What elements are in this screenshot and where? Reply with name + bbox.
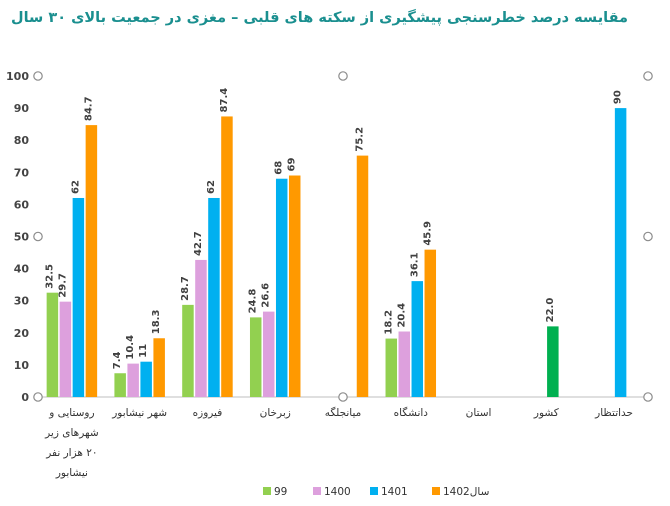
bar [614,108,627,397]
legend-swatch [432,487,440,495]
legend-swatch [370,487,378,495]
data-label: 62 [70,180,81,194]
data-label: 11 [138,344,149,358]
y-tick-label: 40 [14,263,30,276]
data-label: 90 [613,90,624,104]
x-category-label: میانجلگه [325,406,362,419]
data-label: 24.8 [248,289,259,314]
y-tick-label: 60 [14,198,30,211]
data-label: 26.6 [261,283,272,308]
y-tick-label: 20 [14,327,30,340]
bar [46,292,59,397]
data-label: 68 [274,161,285,175]
data-label: 75.2 [355,127,366,152]
bar [153,338,165,397]
bar [547,326,559,397]
data-label: 29.7 [57,273,68,298]
x-category-label: دانشگاه [394,406,429,419]
bar [262,311,275,397]
data-label: 45.9 [422,221,433,246]
data-label: 20.4 [396,303,407,328]
bar [72,197,85,397]
y-tick-label: 100 [6,70,29,83]
bar [195,259,207,397]
bar [182,304,194,397]
bar [249,317,262,397]
legend-swatch [263,487,271,495]
y-tick-label: 30 [14,295,30,308]
bar [385,338,398,397]
x-category-label: نیشابور [55,467,88,479]
bar [356,155,369,397]
bar [424,249,437,397]
bar [221,116,233,398]
y-tick-label: 70 [14,166,30,179]
x-category-label: حداتتظار [594,407,633,419]
chart-title: مقایسه درصد خطرسنجی پیشگیری از سکته های … [11,10,628,26]
y-tick-label: 80 [14,134,30,147]
resize-handle [643,231,653,242]
resize-handle [33,71,43,81]
bar [398,331,411,397]
y-tick-label: 90 [14,102,30,115]
bar [288,175,301,397]
data-label: 36.1 [409,252,420,277]
legend-label: 1400 [324,486,351,498]
legend-label: سال1402 [443,486,489,498]
bar [127,363,139,397]
x-category-label: شهر نیشابور [111,407,167,419]
data-label: 62 [206,180,217,194]
resize-handle [33,231,43,242]
legend-swatch [313,487,321,495]
y-tick-label: 0 [21,391,29,404]
data-label: 84.7 [83,96,94,121]
bar [411,281,424,397]
data-label: 18.3 [151,310,162,335]
x-category-label: استان [466,407,492,419]
resize-handle [338,392,348,402]
bar [275,178,288,397]
resize-handle [643,392,653,402]
data-label: 22.0 [545,298,556,323]
bar [85,125,98,397]
legend-label: 99 [274,486,287,498]
x-category-label: روستایی و [48,407,94,419]
bar [59,301,72,397]
bar [114,373,126,397]
x-category-label: کشور [533,407,559,419]
bar [208,197,220,397]
data-label: 28.7 [180,276,191,301]
resize-handle [33,392,43,402]
x-category-label: فیروزه [193,407,223,419]
resize-handle [643,71,653,81]
data-label: 10.4 [125,335,136,360]
x-category-label: ۲۰ هزار نفر [45,447,97,459]
data-label: 87.4 [219,88,230,113]
resize-handle [338,71,348,81]
data-label: 42.7 [193,231,204,256]
legend-label: 1401 [381,486,408,498]
data-label: 18.2 [383,310,394,335]
y-tick-label: 50 [14,231,30,244]
data-label: 32.5 [44,264,55,289]
data-label: 7.4 [112,351,123,369]
x-category-label: شهرهای زیر [44,427,99,439]
data-label: 69 [287,158,298,172]
bar [140,361,152,397]
y-tick-label: 10 [14,359,30,372]
x-category-label: زبرخان [260,407,291,419]
